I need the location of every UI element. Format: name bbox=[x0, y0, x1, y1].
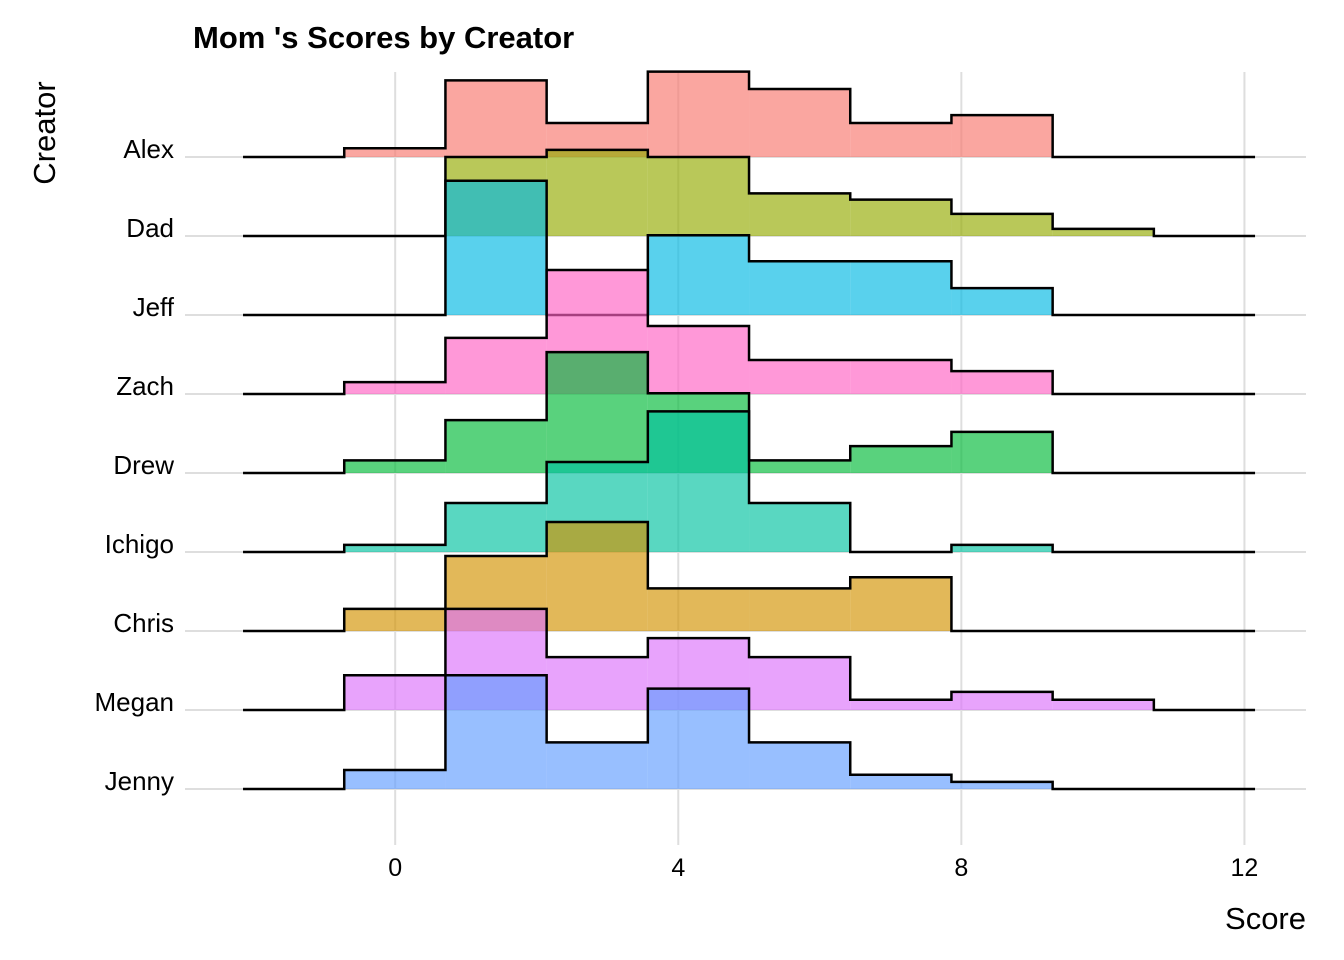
bar bbox=[749, 588, 851, 631]
bar bbox=[647, 588, 750, 631]
x-tick-label: 12 bbox=[1231, 854, 1259, 882]
x-tick-label: 0 bbox=[388, 854, 402, 882]
bar bbox=[850, 261, 952, 315]
bar bbox=[850, 360, 952, 394]
bar bbox=[749, 360, 851, 394]
bar bbox=[445, 420, 547, 473]
y-tick-label: Zach bbox=[116, 371, 174, 401]
bar bbox=[647, 157, 750, 236]
bar bbox=[749, 460, 851, 473]
ridge-outline bbox=[243, 268, 1256, 396]
ridge-outline bbox=[243, 607, 1256, 712]
bar bbox=[647, 688, 750, 789]
y-axis-label: Creator bbox=[27, 81, 62, 184]
bar bbox=[344, 382, 446, 394]
bar bbox=[951, 213, 1053, 236]
bar bbox=[344, 544, 446, 552]
bar bbox=[850, 199, 952, 236]
bar bbox=[850, 699, 952, 710]
bar bbox=[951, 781, 1053, 789]
bar bbox=[445, 503, 547, 552]
y-tick-label: Ichigo bbox=[105, 529, 174, 559]
ridge-outline bbox=[243, 673, 1256, 791]
bar bbox=[951, 288, 1053, 315]
chart-title: Mom 's Scores by Creator bbox=[193, 20, 574, 55]
x-tick-label: 4 bbox=[671, 854, 685, 882]
bar bbox=[749, 742, 851, 789]
bar bbox=[951, 115, 1053, 157]
bar bbox=[546, 742, 648, 789]
bar bbox=[546, 657, 648, 710]
bar bbox=[445, 337, 547, 394]
bar bbox=[1052, 699, 1154, 710]
bar bbox=[546, 352, 648, 473]
bar bbox=[850, 774, 952, 789]
bar bbox=[749, 89, 851, 157]
x-tick-label: 8 bbox=[954, 854, 968, 882]
y-tick-label: Jenny bbox=[105, 766, 174, 796]
x-axis-label: Score bbox=[1225, 901, 1306, 936]
bar bbox=[951, 544, 1053, 552]
y-tick-label: Chris bbox=[113, 608, 174, 638]
bar bbox=[344, 608, 446, 631]
y-tick-label: Drew bbox=[113, 450, 174, 480]
bar bbox=[344, 675, 446, 710]
bar bbox=[951, 371, 1053, 394]
bar bbox=[445, 675, 547, 789]
bar bbox=[647, 71, 750, 157]
y-tick-label: Dad bbox=[126, 213, 174, 243]
bar bbox=[647, 235, 750, 315]
bar bbox=[749, 503, 851, 552]
bar bbox=[344, 770, 446, 789]
bar bbox=[850, 446, 952, 473]
bar bbox=[647, 411, 750, 552]
bar bbox=[850, 577, 952, 631]
bar bbox=[445, 180, 547, 315]
bar bbox=[749, 193, 851, 236]
y-tick-label: Jeff bbox=[133, 292, 175, 322]
y-tick-label: Alex bbox=[123, 134, 174, 164]
bar bbox=[951, 691, 1053, 710]
bar bbox=[647, 326, 750, 394]
bar bbox=[344, 460, 446, 473]
bar bbox=[951, 431, 1053, 473]
bar bbox=[445, 80, 547, 157]
ridge-outline bbox=[243, 350, 1256, 475]
y-tick-label: Megan bbox=[95, 687, 175, 717]
ridge-outline bbox=[243, 179, 1256, 317]
bar bbox=[749, 261, 851, 315]
ridge-outline bbox=[243, 70, 1256, 159]
ridge-outline bbox=[243, 520, 1256, 633]
bar bbox=[749, 657, 851, 710]
ridge-outline bbox=[243, 410, 1256, 554]
ridge-outline bbox=[243, 148, 1256, 238]
bar bbox=[850, 123, 952, 157]
bar bbox=[344, 148, 446, 157]
bar bbox=[1052, 228, 1154, 236]
bar bbox=[546, 521, 648, 631]
bar bbox=[546, 149, 648, 236]
